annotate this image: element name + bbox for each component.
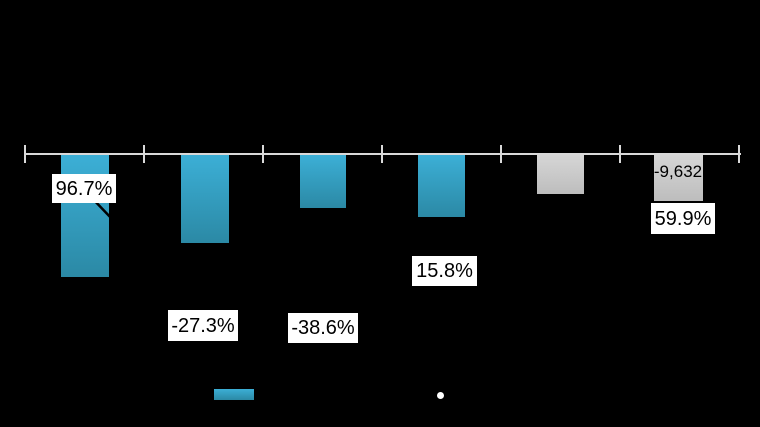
x-axis-tick-6 (738, 145, 740, 163)
x-axis-tick-0 (24, 145, 26, 163)
bar-5 (537, 155, 584, 194)
data-label-bar-1: 96.7% (52, 174, 116, 203)
x-axis-tick-5 (619, 145, 621, 163)
bar-6 (654, 155, 703, 201)
bar-2 (181, 155, 229, 243)
bar-6-value-label: -9,632 (653, 162, 703, 181)
data-label-bar-3: -38.6% (288, 313, 358, 343)
bar-4 (418, 155, 465, 217)
legend-dot-marker (436, 391, 444, 399)
x-axis-tick-2 (262, 145, 264, 163)
data-label-bar-2: -27.3% (168, 310, 238, 341)
bar-3 (300, 155, 346, 208)
data-label-bar-6: 59.9% (651, 203, 715, 234)
x-axis-tick-1 (143, 145, 145, 163)
legend-series-swatch (214, 389, 254, 400)
x-axis-tick-4 (500, 145, 502, 163)
data-label-bar-4: 15.8% (412, 256, 477, 286)
x-axis-tick-3 (381, 145, 383, 163)
